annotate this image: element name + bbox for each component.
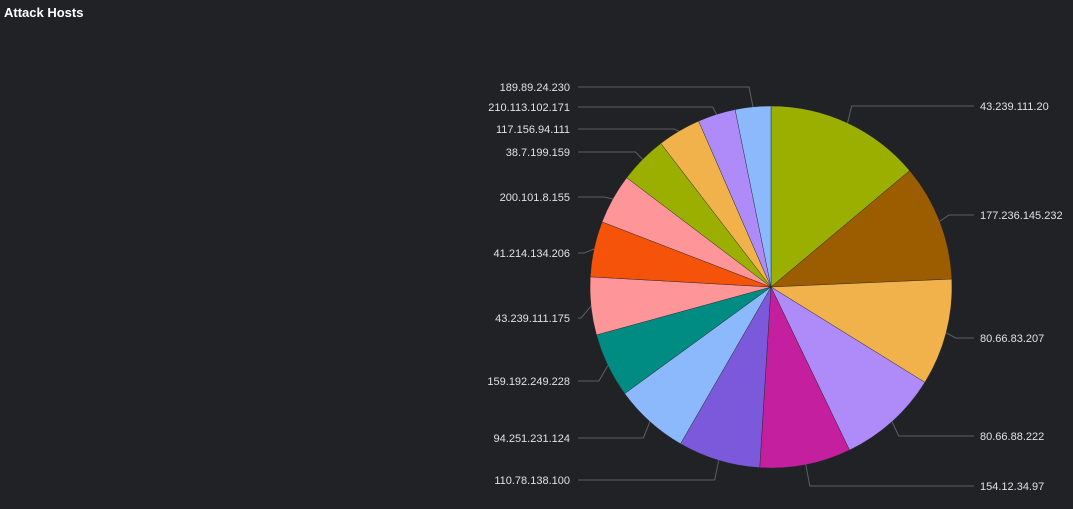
leader-line (578, 460, 720, 481)
leader-line (891, 421, 974, 437)
leader-line (578, 151, 643, 160)
leader-line (578, 196, 614, 200)
pie-slice[interactable] (770, 278, 953, 383)
slice-label: 80.66.88.222 (980, 431, 1044, 443)
slice-label: 94.251.231.124 (494, 433, 570, 445)
slice-label: 154.12.34.97 (980, 481, 1044, 493)
slice-label: 200.101.8.155 (500, 192, 570, 204)
leader-line (805, 464, 974, 487)
leader-line (847, 105, 974, 124)
pie-slice[interactable] (770, 105, 910, 288)
panel-title: Attack Hosts (4, 5, 84, 20)
slice-label: 177.236.145.232 (980, 210, 1063, 222)
leader-line (578, 305, 592, 319)
slice-label: 110.78.138.100 (494, 475, 570, 487)
slice-label: 38.7.199.159 (506, 147, 570, 159)
slice-label: 210.113.102.171 (488, 102, 570, 114)
leader-lines (578, 86, 974, 487)
pie-slice[interactable] (770, 286, 926, 451)
slice-label: 159.192.249.228 (487, 376, 570, 388)
slice-labels: 43.239.111.20 177.236.145.232 80.66.83.207… (487, 82, 1062, 493)
leader-line (578, 128, 680, 132)
slice-label: 41.214.134.206 (494, 248, 570, 260)
leader-line (939, 214, 974, 222)
leader-line (945, 332, 974, 339)
leader-line (578, 248, 595, 254)
slice-label: 117.156.94.111 (496, 124, 570, 136)
leader-line (578, 86, 754, 107)
slice-label: 43.239.111.20 (980, 101, 1049, 113)
pie-slices (589, 105, 953, 469)
leader-line (578, 365, 609, 382)
pie-slice[interactable] (770, 170, 953, 288)
slice-label: 189.89.24.230 (500, 82, 570, 94)
slice-label: 43.239.111.175 (495, 313, 570, 325)
leader-line (578, 421, 651, 439)
leader-line (578, 106, 718, 115)
slice-label: 80.66.83.207 (980, 333, 1044, 345)
pie-slice[interactable] (759, 286, 850, 469)
